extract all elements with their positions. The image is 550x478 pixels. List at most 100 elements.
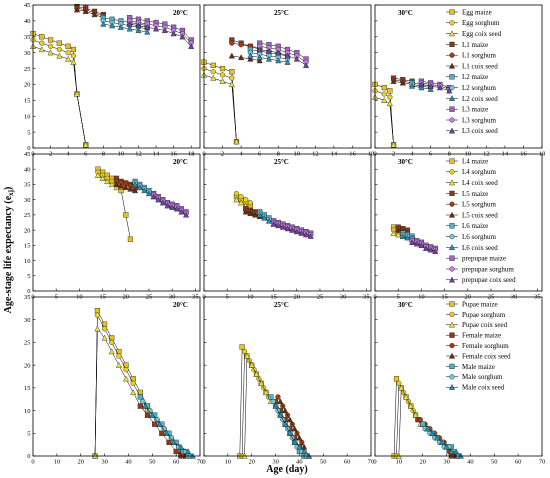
legend-label: Female coix seed [462, 352, 511, 360]
legend-marker [449, 201, 455, 207]
data-point [275, 57, 282, 64]
x-tick-label: 30 [272, 459, 279, 466]
series-egg-coix-seed [371, 93, 397, 148]
panel-row3-col3: 0 10 20 30 40 50 60 70 30°C [373, 296, 545, 466]
legend-label: Pupae sorghum [462, 311, 506, 319]
data-point [163, 430, 170, 436]
legend-label: Male coix seed [462, 384, 505, 392]
legend-marker [449, 190, 455, 197]
data-point [70, 58, 77, 65]
data-point [387, 94, 393, 100]
x-tick-label: 10 [396, 459, 403, 466]
legend-label: L2 coix seed [462, 95, 498, 103]
legend-label: L5 coix seed [462, 211, 498, 219]
data-point [38, 46, 45, 53]
data-point [210, 62, 216, 68]
data-point [104, 178, 111, 185]
legend-marker [449, 234, 455, 240]
data-point [296, 434, 303, 441]
data-point [284, 225, 291, 232]
data-point [446, 87, 453, 94]
data-point [284, 58, 291, 65]
data-point [115, 361, 122, 368]
data-point [185, 448, 192, 455]
series-l1-coix-seed [228, 52, 263, 64]
data-point [47, 43, 54, 49]
data-point [409, 239, 416, 245]
series-line [76, 9, 104, 18]
legend-label: Female sorghum [462, 342, 509, 350]
data-point [152, 421, 158, 427]
series-l2-coix-seed [247, 52, 291, 65]
y-tick-label: 5 [27, 273, 30, 280]
legend-label: L2 sorghum [462, 84, 496, 92]
data-point [247, 55, 254, 62]
x-tick-label: 30 [443, 459, 450, 466]
y-tick-label: 0 [27, 145, 30, 152]
data-point [219, 78, 226, 84]
data-point [65, 55, 72, 62]
legend-marker [448, 352, 456, 359]
temperature-label: 30°C [398, 9, 413, 17]
series-pupae-sorghum [239, 348, 272, 459]
data-point [179, 33, 186, 40]
data-point [126, 20, 133, 27]
data-point [101, 334, 108, 341]
series-line [94, 315, 148, 457]
legend-marker [449, 169, 455, 175]
series-female-maize [137, 403, 184, 459]
y-tick-label: 25 [24, 66, 31, 73]
y-tick-label: 10 [24, 113, 31, 120]
legend-marker [448, 179, 456, 186]
panel-frame [32, 296, 201, 457]
data-point [229, 75, 235, 81]
x-tick-label: 50 [149, 459, 156, 466]
series-pupae-coix-seed [241, 352, 274, 459]
x-tick-label: 10 [225, 459, 232, 466]
data-point [417, 417, 423, 423]
data-point [420, 421, 426, 427]
panel-frame [374, 296, 543, 457]
temperature-label: 25°C [274, 301, 289, 309]
legend-marker [449, 106, 455, 112]
data-point [153, 25, 160, 32]
data-point [453, 448, 460, 455]
data-point [390, 78, 397, 84]
data-point [142, 402, 149, 409]
data-point [427, 82, 434, 89]
panel-frame [374, 4, 543, 149]
data-point [56, 40, 62, 46]
data-point [137, 394, 143, 400]
data-point [275, 222, 282, 229]
legend-label: L6 maize [462, 222, 488, 230]
data-point [210, 74, 217, 81]
data-point [275, 49, 282, 56]
data-point [407, 402, 414, 409]
legend-label: Male maize [462, 363, 495, 371]
data-point [140, 398, 146, 405]
temperature-label: 20°C [173, 9, 188, 17]
data-point [159, 430, 165, 436]
panel-frame [32, 4, 201, 149]
panel-frame [32, 153, 201, 292]
data-point [169, 204, 176, 210]
series-line [236, 193, 251, 203]
legend-label: Male sorghum [462, 373, 503, 381]
temperature-label: 30°C [398, 301, 413, 309]
panel-frame [203, 4, 372, 149]
legend-marker [449, 52, 455, 58]
data-point [256, 54, 263, 61]
x-axis-label: Age (day) [266, 464, 307, 475]
y-tick-label: 10 [24, 408, 31, 415]
legend-label: L1 sorghum [462, 52, 496, 60]
panel-frame [203, 153, 372, 292]
data-point [233, 138, 240, 145]
legend-label: prepupae coix seed [462, 276, 516, 284]
data-point [210, 69, 216, 75]
series-l5-coix-seed [113, 181, 139, 194]
data-point [233, 196, 240, 203]
data-point [270, 398, 276, 405]
series-pupae-maize [237, 344, 269, 459]
